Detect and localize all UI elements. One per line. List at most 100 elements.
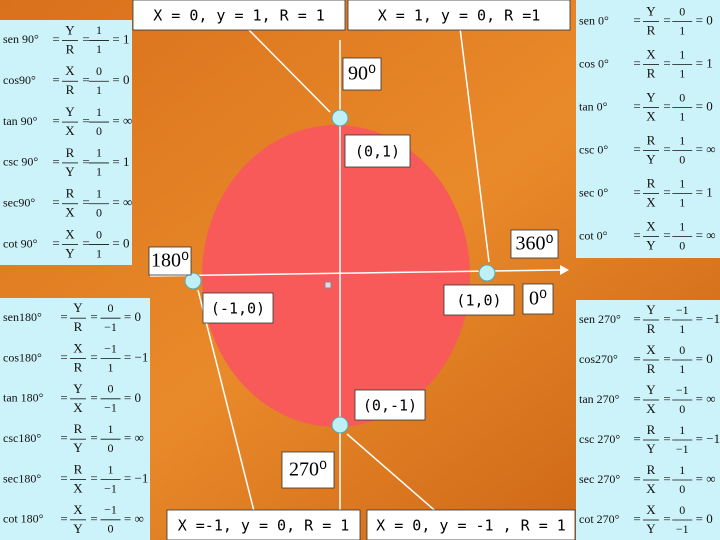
equals: = (663, 184, 670, 199)
denominator: 0 (679, 238, 685, 252)
equals: = (663, 227, 670, 242)
function: cos270° (579, 352, 618, 366)
equals: = (82, 31, 89, 46)
denominator: 1 (679, 322, 685, 336)
equals: = (696, 12, 703, 27)
equals: = (696, 391, 703, 406)
result: ∞ (123, 113, 132, 128)
numerator: R (74, 421, 83, 436)
denominator: 1 (96, 165, 102, 179)
label-box (443, 284, 515, 316)
equals: = (663, 431, 670, 446)
function: sen180° (3, 310, 42, 324)
panel (0, 298, 150, 540)
numerator: R (74, 461, 83, 476)
denominator: 0 (108, 522, 114, 536)
numerator: R (66, 186, 75, 201)
point (331, 416, 349, 434)
equals: = (633, 98, 640, 113)
result: ∞ (123, 195, 132, 210)
label: X = 0, y = -1 , R = 1 (376, 517, 566, 535)
denominator: X (65, 205, 75, 220)
panel (576, 300, 720, 540)
denominator: 1 (96, 42, 102, 56)
denominator: −1 (676, 522, 689, 536)
equals: = (82, 195, 89, 210)
equals: = (663, 311, 670, 326)
equals: = (90, 309, 97, 324)
denominator: Y (65, 164, 75, 179)
numerator: −1 (104, 503, 117, 517)
equals: = (82, 113, 89, 128)
numerator: 0 (679, 90, 685, 104)
label: (0,1) (355, 143, 400, 161)
point (184, 272, 202, 290)
denominator: 1 (679, 195, 685, 209)
equals: = (633, 511, 640, 526)
equals: = (663, 391, 670, 406)
equals: = (124, 349, 131, 364)
points (184, 109, 496, 434)
equals: = (633, 184, 640, 199)
result: ∞ (706, 391, 715, 406)
result: ∞ (135, 430, 144, 445)
numerator: X (73, 502, 83, 517)
numerator: 0 (679, 343, 685, 357)
label: X = 0, y = 1, R = 1 (153, 7, 325, 25)
equals: = (90, 511, 97, 526)
numerator: 1 (108, 422, 114, 436)
denominator: 0 (108, 441, 114, 455)
numerator: 1 (679, 423, 685, 437)
label: (0,-1) (363, 397, 417, 415)
equals: = (90, 349, 97, 364)
numerator: X (646, 218, 656, 233)
label: X =-1, y = 0, R = 1 (178, 517, 350, 535)
numerator: X (646, 502, 656, 517)
result: ∞ (135, 511, 144, 526)
equals: = (696, 471, 703, 486)
equals: = (52, 154, 59, 169)
equals: = (82, 72, 89, 87)
result: 1 (123, 154, 130, 169)
labels: X = 0, y = 1, R = 1 X = 1, y = 0, R =1 X =… (132, 0, 576, 540)
function: sen 270° (579, 312, 621, 326)
equals: = (696, 98, 703, 113)
result: 1 (706, 184, 713, 199)
result: −1 (706, 311, 720, 326)
function: tan 90° (3, 114, 38, 128)
result: 1 (706, 55, 713, 70)
numerator: R (647, 132, 656, 147)
numerator: −1 (676, 383, 689, 397)
equals: = (696, 55, 703, 70)
denominator: −1 (104, 320, 117, 334)
label-box (281, 451, 335, 489)
denominator: X (73, 480, 83, 495)
point (331, 109, 349, 127)
equals: = (112, 31, 119, 46)
label: 360⁰ (515, 233, 553, 255)
panel (576, 0, 720, 258)
denominator: 0 (679, 482, 685, 496)
function: sen 90° (3, 32, 39, 46)
equals: = (112, 236, 119, 251)
label-box (510, 229, 559, 259)
denominator: −1 (104, 401, 117, 415)
numerator: 1 (96, 146, 102, 160)
numerator: −1 (104, 341, 117, 355)
label-box (132, 0, 346, 31)
equals: = (124, 390, 131, 405)
label-box (342, 57, 382, 91)
equals: = (663, 351, 670, 366)
denominator: R (647, 361, 656, 376)
numerator: Y (646, 382, 656, 397)
numerator: 0 (96, 64, 102, 78)
denominator: 1 (679, 23, 685, 37)
equals: = (90, 470, 97, 485)
numerator: R (647, 175, 656, 190)
point (478, 264, 496, 282)
equals: = (633, 391, 640, 406)
numerator: Y (65, 104, 75, 119)
label: 0⁰ (529, 288, 547, 310)
denominator: R (66, 41, 75, 56)
